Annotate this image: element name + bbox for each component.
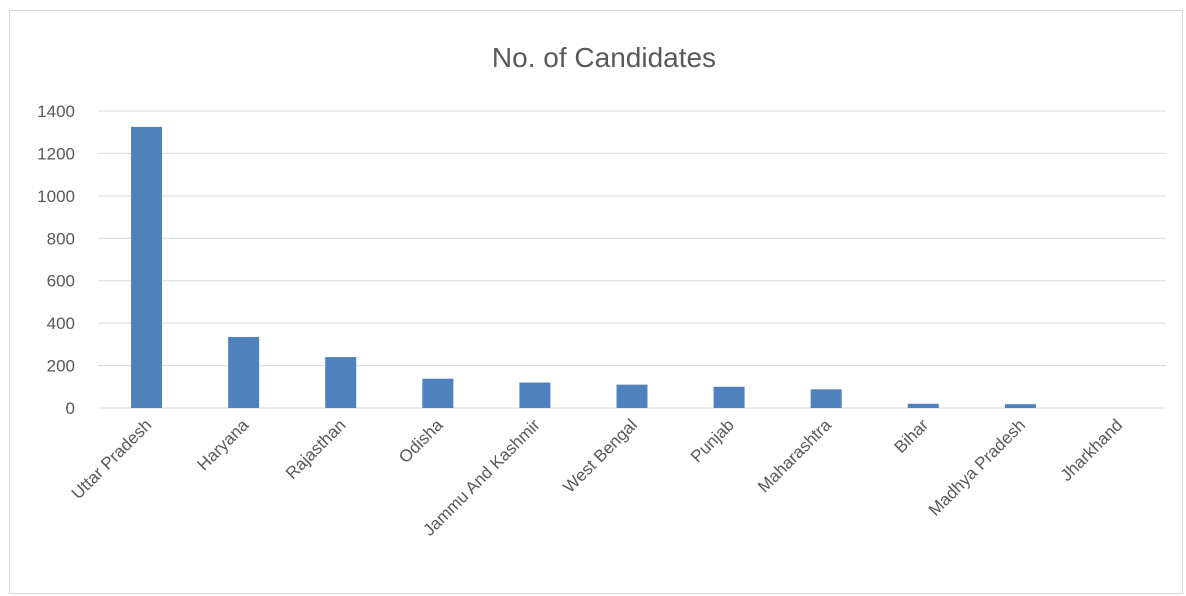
x-category-label: Jharkhand — [1057, 415, 1127, 485]
y-tick-label: 1200 — [37, 144, 75, 163]
y-tick-label: 1400 — [37, 102, 75, 121]
x-category-label: West Bengal — [559, 415, 640, 496]
y-axis-ticks: 0 200 400 600 800 1000 1200 1400 — [37, 102, 75, 418]
chart-frame — [9, 10, 1183, 594]
bar — [228, 336, 260, 408]
x-category-label: Punjab — [687, 415, 738, 466]
y-tick-label: 800 — [47, 229, 75, 248]
x-category-label: Uttar Pradesh — [68, 415, 156, 503]
chart-title: No. of Candidates — [492, 42, 716, 73]
x-category-label: Maharashtra — [754, 415, 835, 496]
grid-lines — [98, 110, 1166, 409]
bars — [131, 126, 1036, 409]
y-tick-label: 1000 — [37, 187, 75, 206]
bar — [519, 382, 551, 408]
x-category-label: Bihar — [891, 415, 933, 457]
bar — [422, 378, 454, 408]
x-category-label: Odisha — [395, 415, 447, 467]
bar — [810, 389, 842, 408]
bar — [1004, 404, 1036, 408]
y-tick-label: 200 — [47, 357, 75, 376]
y-tick-label: 0 — [66, 399, 75, 418]
bar — [325, 357, 357, 408]
bar — [131, 126, 163, 409]
y-tick-label: 600 — [47, 272, 75, 291]
x-category-label: Madhya Pradesh — [925, 415, 1029, 519]
x-axis-categories: Uttar Pradesh Haryana Rajasthan OdishaJammu… — [68, 415, 1127, 540]
y-tick-label: 400 — [47, 314, 75, 333]
x-category-label: Rajasthan — [282, 415, 350, 483]
bar — [713, 386, 745, 408]
bar — [616, 384, 648, 408]
bar — [907, 403, 939, 408]
x-category-label: Haryana — [194, 415, 253, 474]
